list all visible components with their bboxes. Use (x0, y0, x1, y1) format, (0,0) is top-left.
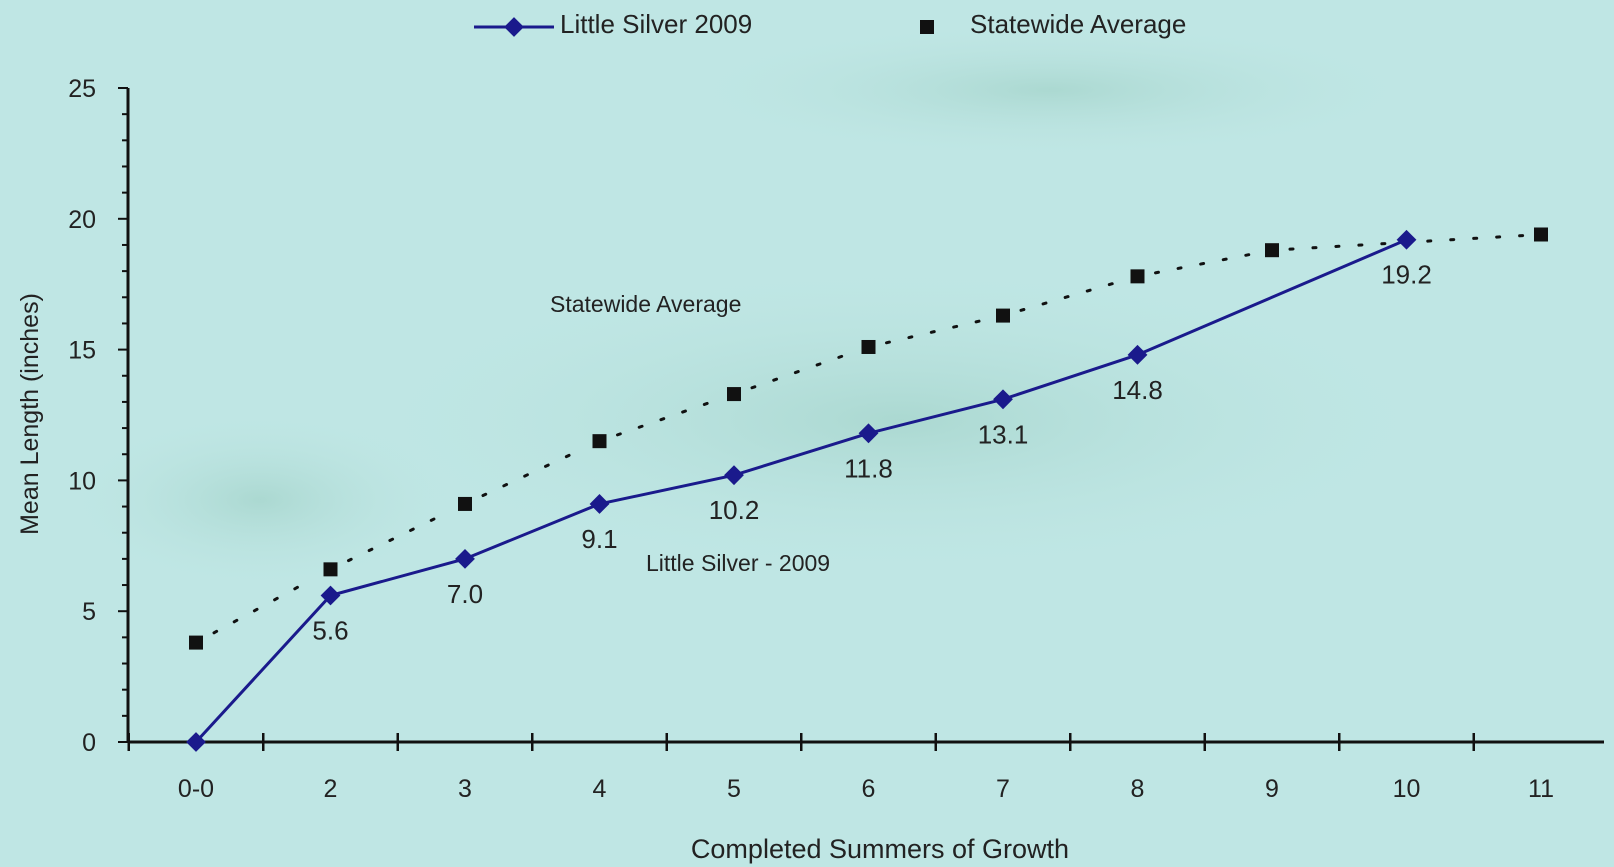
statewide-point (727, 387, 741, 402)
statewide-point (189, 635, 203, 650)
x-tick-label: 8 (1131, 775, 1145, 803)
little-silver-point (455, 548, 475, 569)
y-tick-label: 10 (68, 467, 96, 495)
statewide-point (996, 308, 1010, 323)
statewide-dotted-segment (347, 511, 449, 563)
statewide-dotted-segment (212, 577, 314, 635)
statewide-point (592, 434, 607, 449)
little-silver-point (724, 465, 744, 486)
statewide-point (458, 496, 472, 511)
x-tick-label: 0-0 (178, 775, 214, 803)
x-tick-label: 5 (727, 775, 741, 803)
series-little-silver-2009 (186, 229, 1417, 752)
y-tick-label: 15 (68, 337, 96, 365)
y-tick-label: 25 (68, 75, 96, 103)
little-silver-point (1396, 229, 1417, 250)
legend: Little Silver 2009 Statewide Average (474, 9, 1186, 39)
legend-marker-statewide (920, 20, 934, 34)
data-label: 14.8 (1112, 375, 1163, 405)
legend-label-little-silver: Little Silver 2009 (560, 9, 752, 39)
statewide-dotted-segment (481, 448, 583, 498)
x-tick-label: 9 (1265, 775, 1279, 803)
data-label: 5.6 (312, 616, 348, 646)
legend-label-statewide: Statewide Average (970, 9, 1186, 39)
y-tick-label: 5 (82, 598, 96, 626)
statewide-point (1130, 269, 1145, 284)
axes (126, 88, 1604, 744)
x-tick-label: 2 (324, 775, 338, 803)
little-silver-point (993, 389, 1013, 410)
x-tick-label: 4 (593, 775, 607, 803)
data-label: 10.2 (709, 495, 760, 525)
statewide-point (861, 339, 876, 354)
annotation-little-silver: Little Silver - 2009 (646, 550, 830, 576)
annotation-statewide-average: Statewide Average (550, 291, 741, 317)
statewide-dotted-segment (1154, 252, 1256, 275)
data-label: 7.0 (447, 579, 483, 609)
legend-marker-little-silver (504, 17, 524, 37)
x-axis-ticks: 0-0 2 3 4 5 6 7 8 9 10 11 (127, 733, 1554, 803)
x-tick-label: 11 (1528, 775, 1554, 803)
y-tick-label: 20 (68, 206, 96, 234)
background-fish-wash (60, 20, 1460, 590)
little-silver-point (1127, 344, 1148, 365)
y-tick-label: 0 (82, 729, 96, 757)
x-tick-label: 7 (996, 775, 1010, 803)
data-label: 11.8 (844, 453, 893, 483)
x-tick-label: 6 (862, 775, 876, 803)
little-silver-point (858, 423, 879, 444)
statewide-point (323, 562, 338, 577)
little-silver-point (589, 494, 610, 514)
x-tick-label: 10 (1393, 775, 1421, 803)
y-axis-title: Mean Length (inches) (16, 293, 44, 535)
statewide-point (1265, 243, 1279, 258)
data-labels: 5.6 7.0 9.1 10.2 11.8 13.1 14.8 19.2 (312, 260, 1431, 646)
data-label: 19.2 (1381, 260, 1432, 290)
x-axis-title: Completed Summers of Growth (691, 834, 1069, 864)
little-silver-point (320, 585, 341, 606)
y-axis-ticks: 0 5 10 15 20 25 (68, 75, 128, 757)
data-label: 9.1 (581, 524, 617, 554)
data-label: 13.1 (978, 419, 1029, 449)
x-tick-label: 3 (458, 775, 472, 803)
statewide-point (1534, 227, 1548, 242)
